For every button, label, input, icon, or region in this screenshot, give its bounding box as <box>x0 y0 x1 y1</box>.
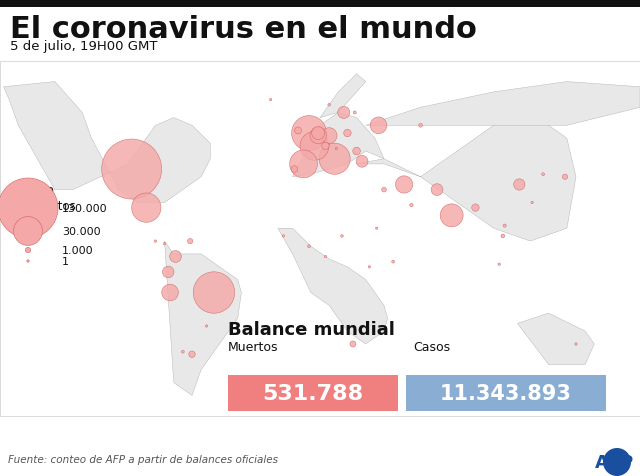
Text: 531.788: 531.788 <box>262 383 364 403</box>
Circle shape <box>282 235 285 238</box>
Circle shape <box>312 127 324 140</box>
Circle shape <box>335 148 338 150</box>
Circle shape <box>541 173 545 176</box>
Circle shape <box>182 350 184 353</box>
Polygon shape <box>292 113 384 178</box>
Circle shape <box>102 140 162 199</box>
Circle shape <box>205 325 208 327</box>
Polygon shape <box>320 75 365 119</box>
Polygon shape <box>518 313 595 365</box>
Circle shape <box>472 205 479 212</box>
Circle shape <box>410 204 413 207</box>
Circle shape <box>344 130 351 138</box>
Circle shape <box>310 128 326 145</box>
Circle shape <box>308 245 310 248</box>
Circle shape <box>503 225 506 228</box>
Circle shape <box>292 116 326 151</box>
Circle shape <box>290 151 317 178</box>
Circle shape <box>328 104 330 107</box>
Polygon shape <box>4 82 211 203</box>
Circle shape <box>603 448 631 476</box>
Circle shape <box>419 124 422 128</box>
Circle shape <box>575 343 577 346</box>
Text: AFP: AFP <box>595 453 634 471</box>
Circle shape <box>162 285 179 301</box>
Circle shape <box>269 99 272 101</box>
Circle shape <box>514 179 525 191</box>
Circle shape <box>300 132 329 161</box>
Text: Número
de muertos: Número de muertos <box>8 184 76 213</box>
Circle shape <box>531 202 533 204</box>
Circle shape <box>163 267 174 278</box>
Circle shape <box>193 272 235 314</box>
Polygon shape <box>365 82 640 126</box>
Circle shape <box>498 264 500 266</box>
Circle shape <box>27 260 29 263</box>
Circle shape <box>338 107 350 119</box>
Circle shape <box>154 240 157 243</box>
Circle shape <box>26 248 31 253</box>
Circle shape <box>381 188 387 193</box>
Text: 5 de julio, 19H00 GMT: 5 de julio, 19H00 GMT <box>10 40 157 53</box>
Circle shape <box>132 194 161 223</box>
Circle shape <box>189 351 195 358</box>
Text: 130.000: 130.000 <box>62 204 108 214</box>
Circle shape <box>321 129 337 144</box>
Circle shape <box>431 184 443 196</box>
Text: Balance mundial: Balance mundial <box>228 320 395 338</box>
Text: 1.000: 1.000 <box>62 246 93 256</box>
Text: 30.000: 30.000 <box>62 227 100 237</box>
Text: Muertos: Muertos <box>228 340 278 353</box>
Circle shape <box>350 341 356 347</box>
Polygon shape <box>356 113 576 241</box>
Circle shape <box>396 177 413 194</box>
Circle shape <box>170 251 181 263</box>
Circle shape <box>356 156 368 168</box>
Polygon shape <box>278 229 388 344</box>
Text: 11.343.893: 11.343.893 <box>440 383 572 403</box>
Circle shape <box>376 228 378 230</box>
Bar <box>0 0 640 8</box>
Circle shape <box>0 178 58 238</box>
Text: Fuente: conteo de AFP a partir de balances oficiales: Fuente: conteo de AFP a partir de balanc… <box>8 454 278 464</box>
Circle shape <box>392 261 395 264</box>
Polygon shape <box>164 241 241 396</box>
Circle shape <box>319 144 350 175</box>
Circle shape <box>501 235 505 238</box>
Circle shape <box>13 217 42 246</box>
Circle shape <box>324 256 326 258</box>
Bar <box>406 375 606 411</box>
Text: Casos: Casos <box>413 340 450 353</box>
Bar <box>0 62 640 416</box>
Text: El coronavirus en el mundo: El coronavirus en el mundo <box>10 15 477 44</box>
Circle shape <box>294 128 301 135</box>
Circle shape <box>322 143 329 150</box>
Circle shape <box>563 175 568 180</box>
Bar <box>228 375 398 411</box>
Circle shape <box>291 167 298 173</box>
Circle shape <box>353 112 356 115</box>
Circle shape <box>188 239 193 244</box>
Circle shape <box>163 243 166 245</box>
Circle shape <box>340 235 343 238</box>
Circle shape <box>440 205 463 228</box>
Text: 1: 1 <box>62 257 69 267</box>
Circle shape <box>368 266 371 268</box>
Circle shape <box>353 148 360 156</box>
Circle shape <box>370 118 387 134</box>
